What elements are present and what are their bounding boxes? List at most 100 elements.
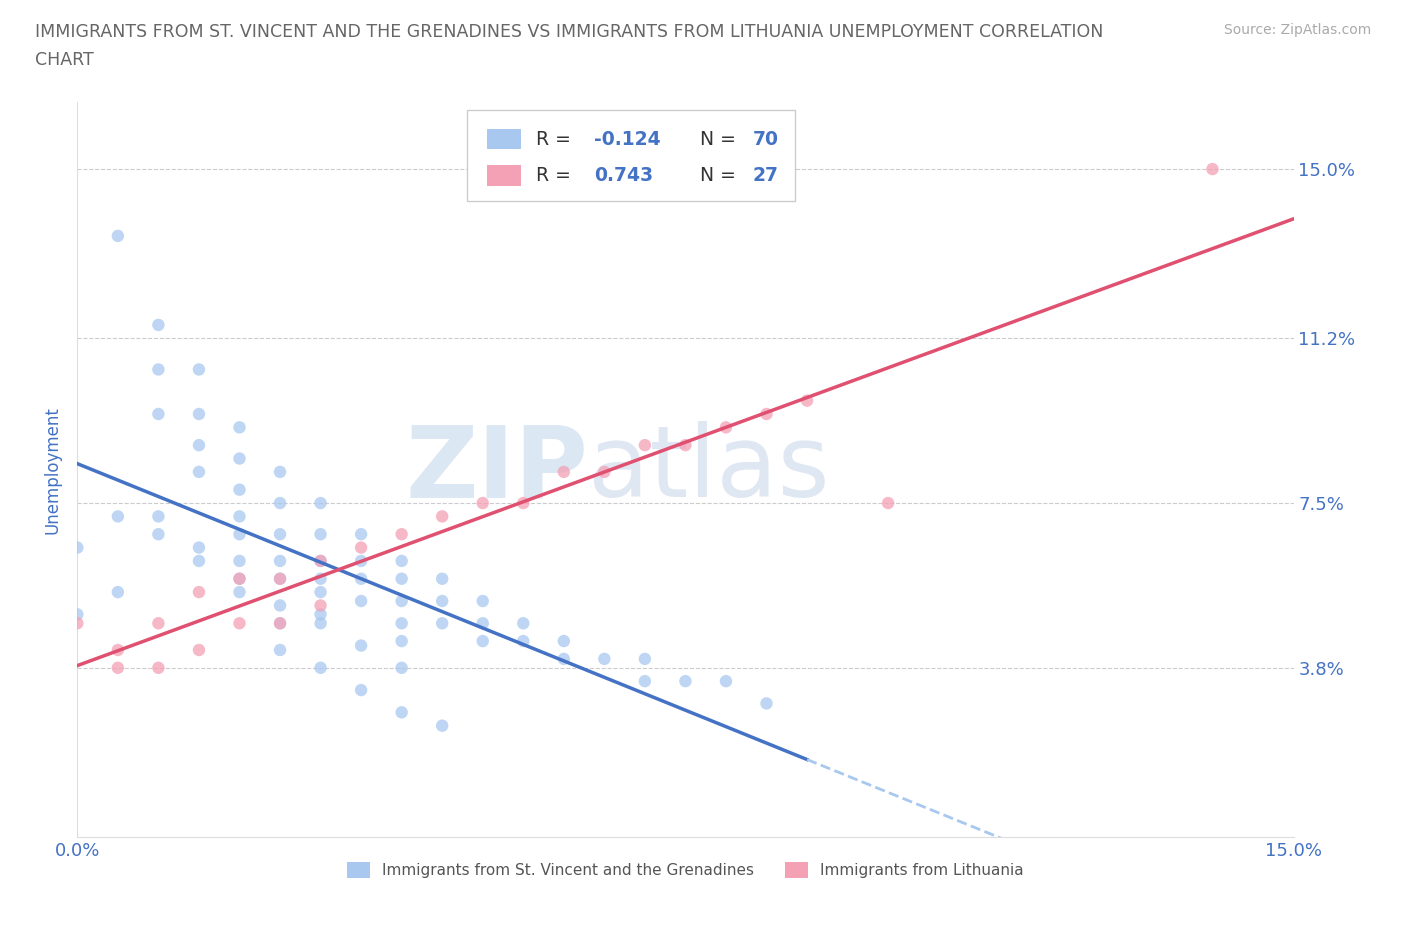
Point (269, 553, 291, 568)
Point (107, 585, 129, 600)
Text: -0.124: -0.124 (595, 129, 661, 149)
Point (148, 406, 170, 421)
Point (471, 616, 494, 631)
Point (269, 616, 291, 631)
Legend: Immigrants from St. Vincent and the Grenadines, Immigrants from Lithuania: Immigrants from St. Vincent and the Gren… (342, 857, 1029, 884)
Point (1201, 162, 1223, 177)
Point (430, 616, 453, 631)
Point (309, 496, 332, 511)
Point (430, 571, 453, 586)
Point (391, 526, 413, 541)
Point (471, 633, 494, 648)
Point (66, 616, 89, 631)
Point (471, 496, 494, 511)
Text: atlas: atlas (588, 421, 830, 518)
Point (350, 526, 373, 541)
Point (512, 496, 534, 511)
Point (430, 509, 453, 524)
Y-axis label: Unemployment: Unemployment (44, 405, 62, 534)
Point (228, 553, 250, 568)
Point (634, 651, 657, 666)
FancyBboxPatch shape (467, 110, 794, 202)
Point (228, 585, 250, 600)
Point (391, 553, 413, 568)
Point (228, 571, 250, 586)
Point (512, 633, 534, 648)
Point (309, 598, 332, 613)
Point (228, 571, 250, 586)
Point (309, 585, 332, 600)
Text: Source: ZipAtlas.com: Source: ZipAtlas.com (1223, 23, 1371, 37)
Text: 27: 27 (752, 166, 779, 185)
Point (228, 451, 250, 466)
Point (148, 660, 170, 675)
Point (877, 496, 900, 511)
Point (391, 593, 413, 608)
Point (66, 607, 89, 622)
Point (634, 438, 657, 453)
Point (309, 571, 332, 586)
Point (350, 638, 373, 653)
Point (430, 593, 453, 608)
Text: ZIP: ZIP (405, 421, 588, 518)
Text: 70: 70 (752, 129, 779, 149)
Point (350, 553, 373, 568)
Point (553, 464, 575, 479)
Point (309, 553, 332, 568)
Point (228, 483, 250, 498)
Text: R =: R = (536, 129, 576, 149)
FancyBboxPatch shape (488, 128, 522, 150)
Point (675, 673, 697, 688)
Point (148, 362, 170, 377)
Point (471, 593, 494, 608)
Point (188, 553, 211, 568)
Point (188, 643, 211, 658)
Point (107, 660, 129, 675)
Point (148, 526, 170, 541)
Text: 0.743: 0.743 (595, 166, 654, 185)
Point (269, 643, 291, 658)
Point (391, 660, 413, 675)
Point (309, 526, 332, 541)
Point (107, 643, 129, 658)
Point (269, 616, 291, 631)
Point (66, 540, 89, 555)
Point (228, 420, 250, 435)
Point (512, 616, 534, 631)
Point (148, 317, 170, 332)
Point (309, 616, 332, 631)
Point (350, 683, 373, 698)
Point (107, 229, 129, 244)
Point (593, 651, 616, 666)
Point (391, 571, 413, 586)
FancyBboxPatch shape (488, 166, 522, 186)
Point (269, 598, 291, 613)
Point (391, 616, 413, 631)
Point (350, 540, 373, 555)
Point (755, 696, 778, 711)
Point (391, 705, 413, 720)
Point (634, 673, 657, 688)
Point (593, 464, 616, 479)
Text: CHART: CHART (35, 51, 94, 69)
Point (188, 464, 211, 479)
Point (309, 553, 332, 568)
Point (755, 406, 778, 421)
Point (228, 509, 250, 524)
Text: N =: N = (700, 166, 742, 185)
Point (269, 526, 291, 541)
Point (714, 673, 737, 688)
Point (188, 585, 211, 600)
Point (188, 540, 211, 555)
Point (309, 660, 332, 675)
Point (269, 464, 291, 479)
Point (553, 633, 575, 648)
Point (391, 633, 413, 648)
Point (148, 509, 170, 524)
Point (350, 593, 373, 608)
Point (553, 651, 575, 666)
Point (430, 718, 453, 733)
Point (350, 571, 373, 586)
Point (714, 420, 737, 435)
Point (188, 362, 211, 377)
